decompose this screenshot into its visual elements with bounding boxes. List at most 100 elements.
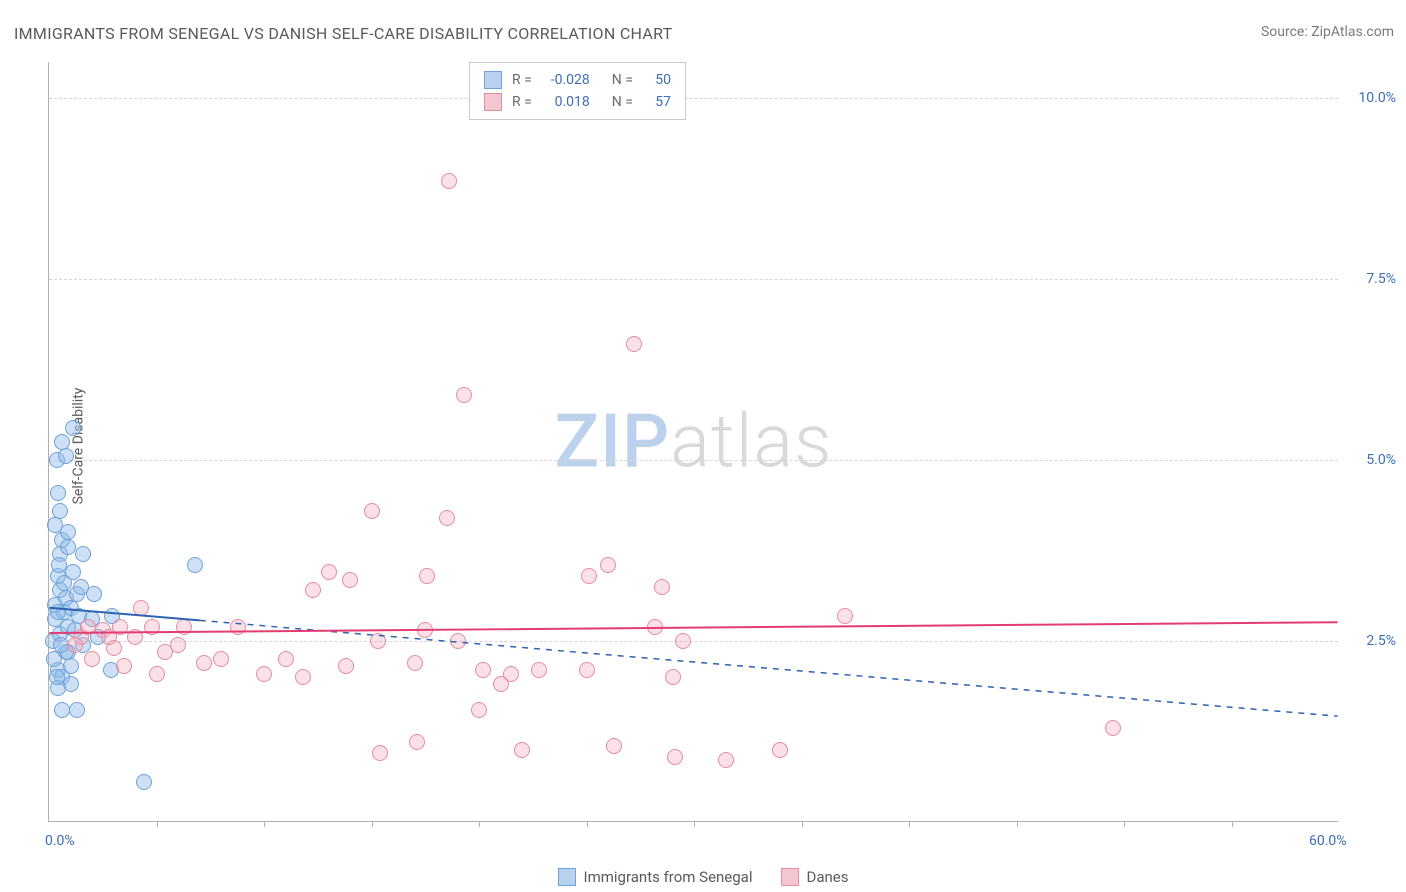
regression-dashed-senegal: [200, 620, 1338, 716]
data-point-danes: [837, 608, 853, 624]
data-point-senegal: [52, 503, 68, 519]
data-point-danes: [196, 655, 212, 671]
legend-n-value-danes: 57: [643, 91, 671, 113]
data-point-senegal: [54, 702, 70, 718]
legend-swatch-senegal: [484, 71, 502, 89]
bottom-legend-item-senegal: Immigrants from Senegal: [558, 868, 753, 886]
data-point-danes: [295, 669, 311, 685]
legend-r-value-senegal: -0.028: [542, 69, 590, 91]
legend-swatch-danes: [484, 93, 502, 111]
data-point-senegal: [50, 604, 66, 620]
data-point-danes: [600, 557, 616, 573]
data-point-senegal: [65, 420, 81, 436]
plot-area: ZIPatlas R =-0.028N =50R =0.018N =57 2.5…: [48, 62, 1338, 822]
data-point-danes: [531, 662, 547, 678]
data-point-danes: [372, 745, 388, 761]
y-tick-label: 2.5%: [1344, 633, 1396, 649]
data-point-danes: [514, 742, 530, 758]
watermark-zip: ZIP: [554, 398, 670, 485]
data-point-senegal: [65, 564, 81, 580]
x-tick: [587, 821, 588, 827]
source-attribution: Source: ZipAtlas.com: [1261, 24, 1394, 40]
y-tick-label: 10.0%: [1344, 90, 1396, 106]
data-point-danes: [407, 655, 423, 671]
y-tick-label: 5.0%: [1344, 452, 1396, 468]
data-point-danes: [450, 633, 466, 649]
data-point-danes: [409, 734, 425, 750]
data-point-danes: [606, 738, 622, 754]
data-point-senegal: [69, 702, 85, 718]
data-point-danes: [665, 669, 681, 685]
data-point-danes: [364, 503, 380, 519]
legend-r-label: R =: [512, 91, 532, 113]
data-point-danes: [441, 173, 457, 189]
x-tick-label: 60.0%: [1309, 833, 1347, 849]
data-point-danes: [1105, 720, 1121, 736]
x-tick: [909, 821, 910, 827]
data-point-danes: [67, 637, 83, 653]
data-point-danes: [439, 510, 455, 526]
data-point-senegal: [58, 448, 74, 464]
data-point-danes: [176, 619, 192, 635]
data-point-danes: [116, 658, 132, 674]
legend-n-label: N =: [612, 69, 633, 91]
data-point-danes: [579, 662, 595, 678]
y-tick-label: 7.5%: [1344, 271, 1396, 287]
legend-n-value-senegal: 50: [643, 69, 671, 91]
data-point-danes: [475, 662, 491, 678]
data-point-senegal: [49, 669, 65, 685]
regression-lines: [49, 62, 1338, 821]
legend-r-value-danes: 0.018: [542, 91, 590, 113]
data-point-senegal: [54, 434, 70, 450]
data-point-danes: [305, 582, 321, 598]
data-point-danes: [133, 600, 149, 616]
x-tick: [479, 821, 480, 827]
watermark-atlas: atlas: [670, 398, 832, 485]
bottom-legend-label-senegal: Immigrants from Senegal: [584, 868, 753, 886]
data-point-danes: [101, 629, 117, 645]
data-point-danes: [342, 572, 358, 588]
x-tick: [372, 821, 373, 827]
data-point-danes: [772, 742, 788, 758]
gridline: [49, 98, 1338, 99]
data-point-danes: [667, 749, 683, 765]
data-point-senegal: [46, 651, 62, 667]
data-point-danes: [338, 658, 354, 674]
data-point-senegal: [187, 557, 203, 573]
gridline: [49, 641, 1338, 642]
data-point-danes: [127, 629, 143, 645]
data-point-danes: [456, 387, 472, 403]
legend-n-label: N =: [612, 91, 633, 113]
data-point-danes: [581, 568, 597, 584]
bottom-legend-label-danes: Danes: [807, 868, 849, 886]
data-point-danes: [419, 568, 435, 584]
gridline: [49, 279, 1338, 280]
x-tick: [1124, 821, 1125, 827]
data-point-danes: [213, 651, 229, 667]
data-point-danes: [230, 619, 246, 635]
data-point-danes: [278, 651, 294, 667]
data-point-danes: [654, 579, 670, 595]
x-tick: [264, 821, 265, 827]
data-point-senegal: [51, 557, 67, 573]
watermark: ZIPatlas: [554, 398, 832, 485]
legend-row-danes: R = 0.018 N = 57: [484, 91, 671, 113]
data-point-danes: [675, 633, 691, 649]
data-point-danes: [84, 651, 100, 667]
x-tick: [157, 821, 158, 827]
correlation-legend: R = -0.028 N = 50R = 0.018 N = 57: [469, 62, 686, 120]
data-point-danes: [503, 666, 519, 682]
data-point-danes: [647, 619, 663, 635]
legend-row-senegal: R =-0.028N =50: [484, 69, 671, 91]
bottom-legend-item-danes: Danes: [781, 868, 849, 886]
chart-title: IMMIGRANTS FROM SENEGAL VS DANISH SELF-C…: [14, 24, 673, 43]
data-point-danes: [417, 622, 433, 638]
x-tick: [1017, 821, 1018, 827]
source-value: ZipAtlas.com: [1311, 24, 1394, 40]
data-point-senegal: [86, 586, 102, 602]
x-tick: [1232, 821, 1233, 827]
chart-container: IMMIGRANTS FROM SENEGAL VS DANISH SELF-C…: [0, 0, 1406, 892]
data-point-danes: [321, 564, 337, 580]
data-point-danes: [626, 336, 642, 352]
data-point-senegal: [63, 658, 79, 674]
